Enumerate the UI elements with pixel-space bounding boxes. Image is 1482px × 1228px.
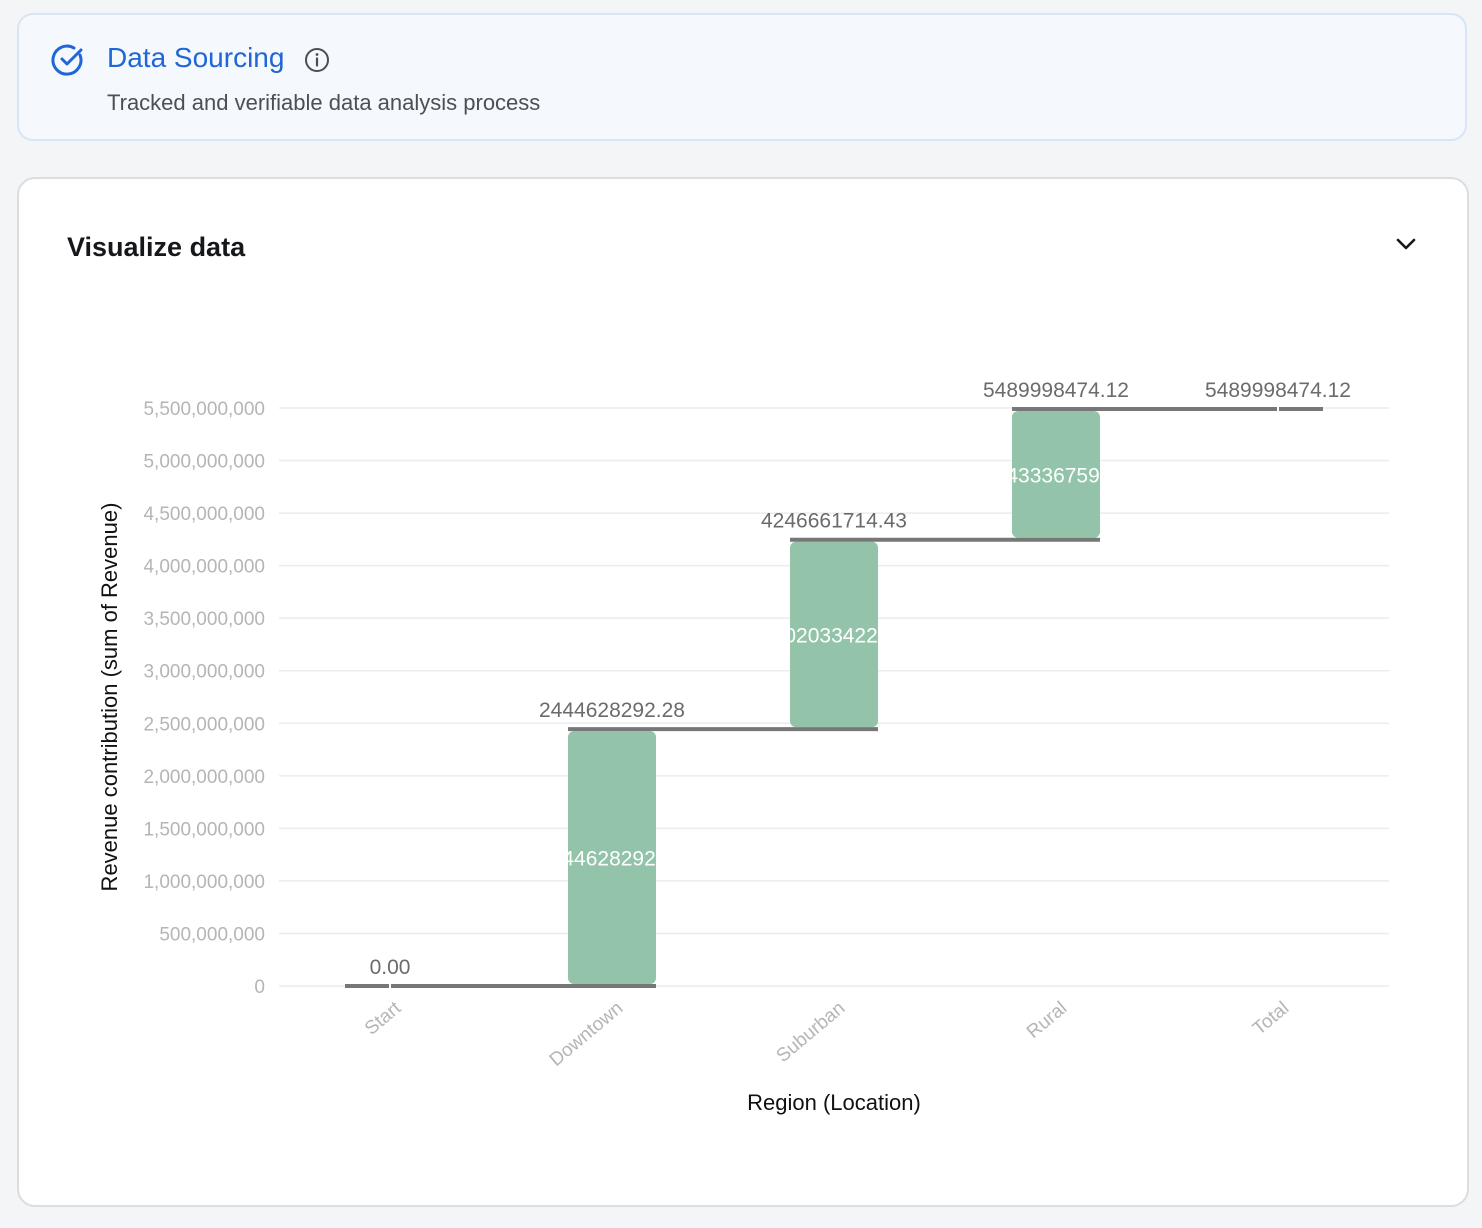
bar-value-label: 1802033422.14 [761, 624, 907, 647]
data-sourcing-card: Data Sourcing Tracked and verifiable dat… [17, 13, 1467, 141]
x-axis-title: Region (Location) [747, 1090, 921, 1115]
visualize-data-panel: Visualize data [17, 177, 1469, 1207]
y-tick-label: 4,000,000,000 [143, 557, 265, 578]
data-sourcing-title: Data Sourcing [107, 42, 285, 73]
y-tick-label: 5,500,000,000 [143, 399, 265, 420]
y-tick-label: 1,500,000,000 [143, 819, 265, 840]
x-tick-label: Downtown [546, 998, 627, 1071]
x-tick-label: Rural [1023, 998, 1071, 1043]
check-circle-icon [51, 44, 83, 76]
cumulative-label: 4246661714.43 [761, 510, 907, 533]
y-tick-label: 500,000,000 [159, 924, 265, 945]
bar-value-label: 1243336759.68 [983, 464, 1129, 487]
cumulative-label: 5489998474.12 [983, 379, 1129, 402]
panel-title: Visualize data [67, 232, 246, 262]
info-icon[interactable] [304, 47, 330, 73]
y-tick-label: 1,000,000,000 [143, 872, 265, 893]
waterfall-bar [1012, 411, 1100, 538]
bar-value-label: 2444628292.28 [539, 848, 685, 871]
cumulative-label: 5489998474.12 [1205, 379, 1351, 402]
cumulative-label: 2444628292.28 [539, 699, 685, 722]
waterfall-bar [790, 541, 878, 728]
y-tick-label: 4,500,000,000 [143, 504, 265, 525]
waterfall-bar [568, 731, 656, 984]
x-tick-label: Start [361, 997, 406, 1039]
x-tick-label: Total [1249, 998, 1293, 1040]
y-tick-label: 2,500,000,000 [143, 714, 265, 735]
y-tick-label: 2,000,000,000 [143, 767, 265, 788]
y-tick-label: 5,000,000,000 [143, 452, 265, 473]
y-axis-title: Revenue contribution (sum of Revenue) [97, 503, 122, 892]
data-sourcing-subtitle: Tracked and verifiable data analysis pro… [107, 90, 541, 115]
y-tick-label: 3,500,000,000 [143, 609, 265, 630]
x-tick-label: Suburban [773, 998, 850, 1067]
chevron-down-icon[interactable] [1393, 231, 1419, 257]
cumulative-label: 0.00 [370, 956, 411, 979]
y-tick-label: 3,000,000,000 [143, 662, 265, 683]
y-tick-label: 0 [254, 977, 265, 998]
